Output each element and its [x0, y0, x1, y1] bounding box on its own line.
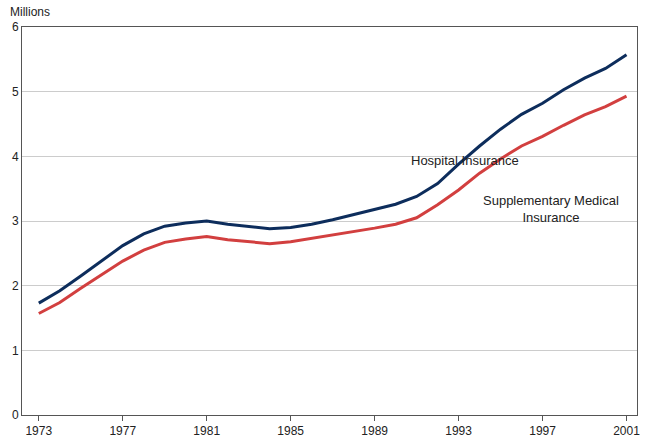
svg-text:4: 4 [12, 150, 19, 164]
svg-text:1997: 1997 [529, 424, 556, 438]
svg-text:1989: 1989 [361, 424, 388, 438]
svg-text:2001: 2001 [613, 424, 640, 438]
svg-text:1: 1 [12, 344, 19, 358]
svg-text:1981: 1981 [193, 424, 220, 438]
svg-text:Hospital Insurance: Hospital Insurance [411, 153, 519, 168]
svg-text:1977: 1977 [109, 424, 136, 438]
svg-text:1993: 1993 [445, 424, 472, 438]
svg-text:6: 6 [12, 20, 19, 34]
svg-text:3: 3 [12, 214, 19, 228]
svg-text:2: 2 [12, 279, 19, 293]
svg-text:1973: 1973 [25, 424, 52, 438]
svg-text:0: 0 [12, 408, 19, 422]
svg-text:Millions: Millions [10, 5, 50, 19]
svg-text:1985: 1985 [277, 424, 304, 438]
svg-text:5: 5 [12, 85, 19, 99]
svg-text:Supplementary MedicalInsurance: Supplementary MedicalInsurance [483, 193, 619, 225]
